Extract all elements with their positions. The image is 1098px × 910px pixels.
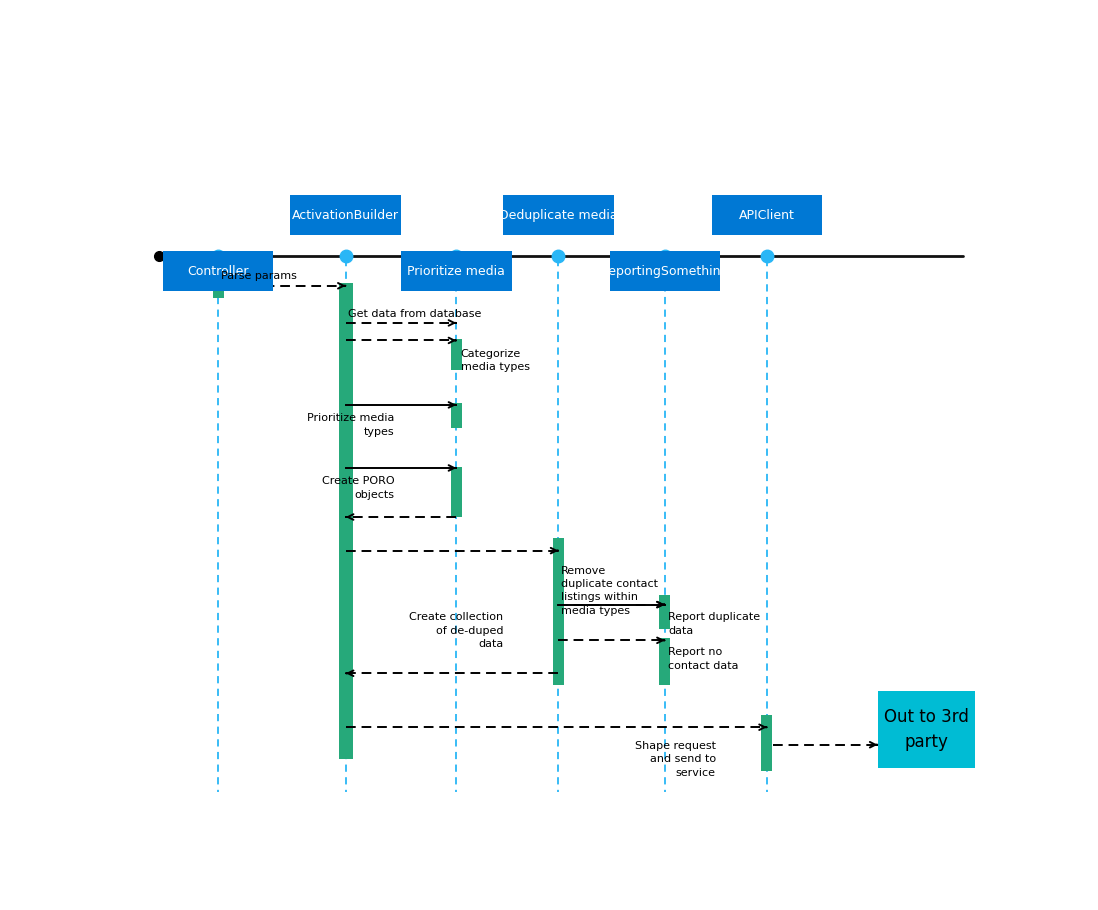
Text: Report duplicate
data: Report duplicate data: [669, 612, 761, 635]
Text: Shape request
and send to
service: Shape request and send to service: [635, 742, 716, 778]
FancyBboxPatch shape: [609, 251, 720, 291]
Text: Get data from database: Get data from database: [348, 309, 482, 319]
FancyBboxPatch shape: [401, 251, 512, 291]
FancyBboxPatch shape: [712, 195, 822, 236]
Bar: [451, 467, 462, 517]
Text: Report no
contact data: Report no contact data: [669, 647, 739, 671]
FancyBboxPatch shape: [503, 195, 614, 236]
Text: ReportingSomething: ReportingSomething: [601, 265, 729, 278]
Text: ActivationBuilder: ActivationBuilder: [292, 208, 400, 221]
Bar: [761, 715, 773, 772]
Text: Parse params: Parse params: [221, 271, 296, 281]
Text: Prioritize media: Prioritize media: [407, 265, 505, 278]
Bar: [659, 638, 671, 685]
Bar: [451, 339, 462, 369]
Text: Remove
duplicate contact
listings within
media types: Remove duplicate contact listings within…: [561, 566, 658, 616]
Bar: [451, 403, 462, 428]
Text: Deduplicate media: Deduplicate media: [500, 208, 618, 221]
FancyBboxPatch shape: [163, 251, 273, 291]
Text: Create collection
of de-duped
data: Create collection of de-duped data: [410, 612, 503, 649]
FancyBboxPatch shape: [877, 691, 975, 768]
Text: Controller: Controller: [188, 265, 249, 278]
Text: Categorize
media types: Categorize media types: [461, 349, 529, 372]
Text: Prioritize media
types: Prioritize media types: [306, 413, 394, 437]
Text: Create PORO
objects: Create PORO objects: [322, 476, 394, 500]
Bar: [339, 283, 352, 760]
FancyBboxPatch shape: [290, 195, 401, 236]
Bar: [213, 283, 224, 298]
Bar: [659, 595, 671, 629]
Bar: [553, 538, 564, 685]
Text: Out to 3rd
party: Out to 3rd party: [884, 708, 968, 751]
Text: APIClient: APIClient: [739, 208, 795, 221]
